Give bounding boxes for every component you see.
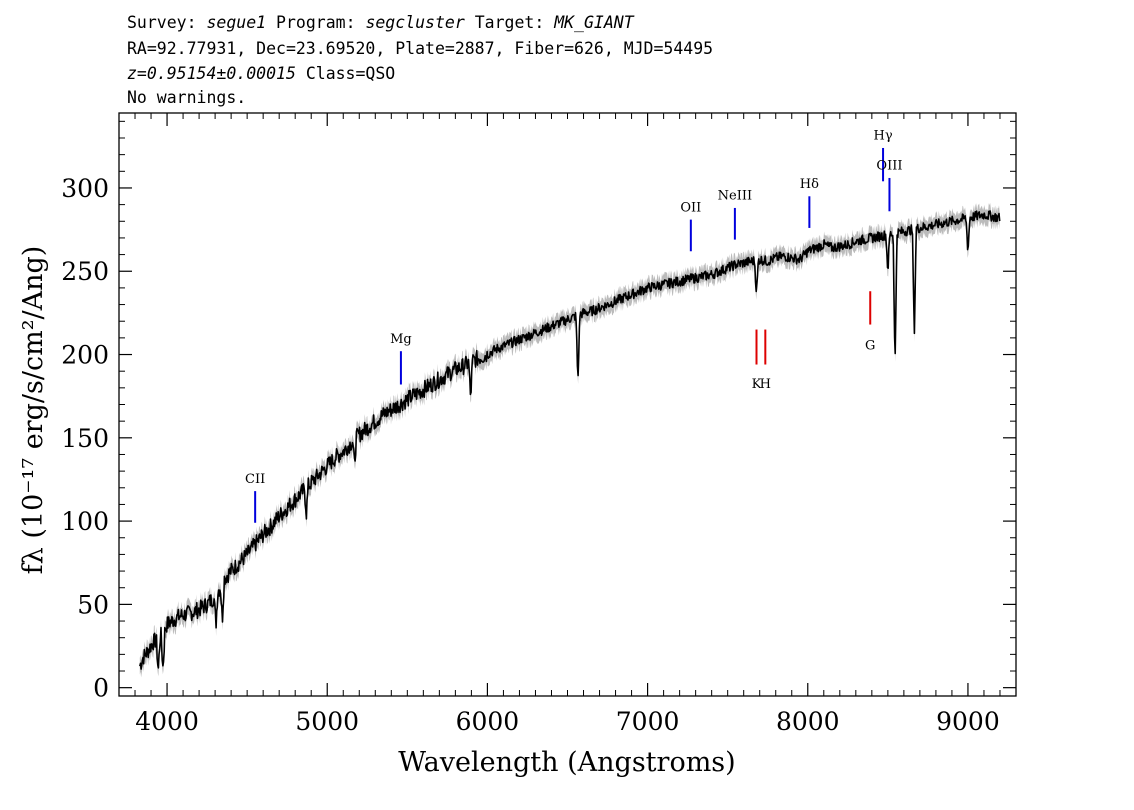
y-tick-label: 300 [61,174,109,203]
x-tick-label: 7000 [616,707,680,736]
header-redshift-line: z=0.95154±0.00015 Class=QSO [127,64,395,84]
line-label-emission-oii: OII [680,200,701,215]
plot-frame [118,112,1017,697]
y-tick-label: 200 [61,341,109,370]
survey-label: Survey: [127,13,207,32]
program-label: Program: [266,13,366,32]
axes: 4000 5000 6000 7000 8000 9000 0 50 100 150 200 250 3… [61,112,1017,736]
line-label-emission-cii: CII [245,472,265,487]
plot-area: CII Mg OII NeIII Hδ Hγ OIII KH G [139,129,1001,678]
line-label-emission-oiii: OIII [876,159,902,174]
class-value: Class=QSO [295,64,396,83]
line-label-emission-h: Hδ [800,177,819,192]
y-tick-label: 250 [61,257,109,286]
redshift-value: z=0.95154±0.00015 [127,64,296,83]
y-tick-label: 0 [93,674,109,703]
x-tick-label: 9000 [936,707,1000,736]
line-label-absorption-g: G [865,339,875,354]
x-tick-label: 6000 [456,707,520,736]
y-axis-title: fλ (10⁻¹⁷ erg/s/cm²/Ang) [18,246,49,575]
program-value: segcluster [365,13,465,32]
x-tick-label: 8000 [776,707,840,736]
line-label-emission-neiii: NeIII [718,189,752,204]
line-label-absorption-k: K [752,377,762,392]
x-tick-label: 5000 [295,707,359,736]
x-tick-label: 4000 [135,707,199,736]
header-coordinates-line: RA=92.77931, Dec=23.69520, Plate=2887, F… [127,39,714,58]
survey-value: segue1 [206,13,267,32]
y-tick-label: 50 [77,590,109,619]
target-label: Target: [464,13,555,32]
line-label-emission-h: Hγ [873,129,892,144]
header-survey-line: Survey: segue1 Program: segcluster Targe… [127,13,634,33]
x-axis-title: Wavelength (Angstroms) [398,747,735,778]
target-value: MK_GIANT [554,13,634,32]
header-warnings-line: No warnings. [127,88,247,107]
y-tick-label: 100 [61,507,109,536]
error-band [139,202,1000,678]
line-label-emission-mg: Mg [390,332,412,347]
spectrum-line [139,210,1001,670]
line-label-absorption-h: H [760,377,771,392]
y-tick-label: 150 [61,424,109,453]
